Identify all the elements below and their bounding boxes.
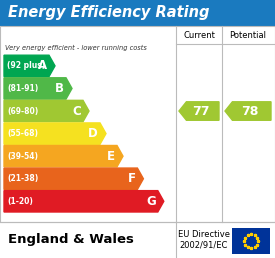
Text: (92 plus): (92 plus)	[7, 61, 45, 70]
Bar	[0, 26, 275, 222]
Text: G: G	[146, 195, 156, 208]
Polygon shape	[225, 102, 271, 120]
Text: 78: 78	[241, 104, 258, 118]
Polygon shape	[179, 102, 219, 120]
Text: 77: 77	[192, 104, 210, 118]
Bar	[232, 228, 270, 254]
Text: C: C	[72, 104, 81, 118]
Text: (55-68): (55-68)	[7, 129, 38, 138]
Text: Potential: Potential	[230, 30, 266, 39]
Polygon shape	[4, 123, 106, 144]
Text: (1-20): (1-20)	[7, 197, 33, 206]
Text: (81-91): (81-91)	[7, 84, 38, 93]
Bar	[0, 222, 275, 258]
Polygon shape	[4, 191, 164, 212]
Bar	[0, 0, 275, 26]
Text: F: F	[127, 172, 135, 185]
Polygon shape	[4, 100, 89, 122]
Text: Current: Current	[183, 30, 215, 39]
Polygon shape	[4, 146, 123, 167]
Text: EU Directive
2002/91/EC: EU Directive 2002/91/EC	[178, 230, 230, 250]
Text: Not energy efficient - higher running costs: Not energy efficient - higher running co…	[5, 206, 147, 212]
Polygon shape	[4, 78, 72, 99]
Text: Energy Efficiency Rating: Energy Efficiency Rating	[8, 5, 210, 20]
Polygon shape	[4, 55, 55, 77]
Text: E: E	[107, 150, 115, 163]
Text: England & Wales: England & Wales	[8, 233, 134, 246]
Text: (39-54): (39-54)	[7, 152, 38, 161]
Text: A: A	[38, 59, 47, 72]
Text: (69-80): (69-80)	[7, 107, 38, 116]
Text: B: B	[55, 82, 64, 95]
Text: D: D	[88, 127, 98, 140]
Text: (21-38): (21-38)	[7, 174, 38, 183]
Polygon shape	[4, 168, 143, 189]
Text: Very energy efficient - lower running costs: Very energy efficient - lower running co…	[5, 45, 147, 51]
